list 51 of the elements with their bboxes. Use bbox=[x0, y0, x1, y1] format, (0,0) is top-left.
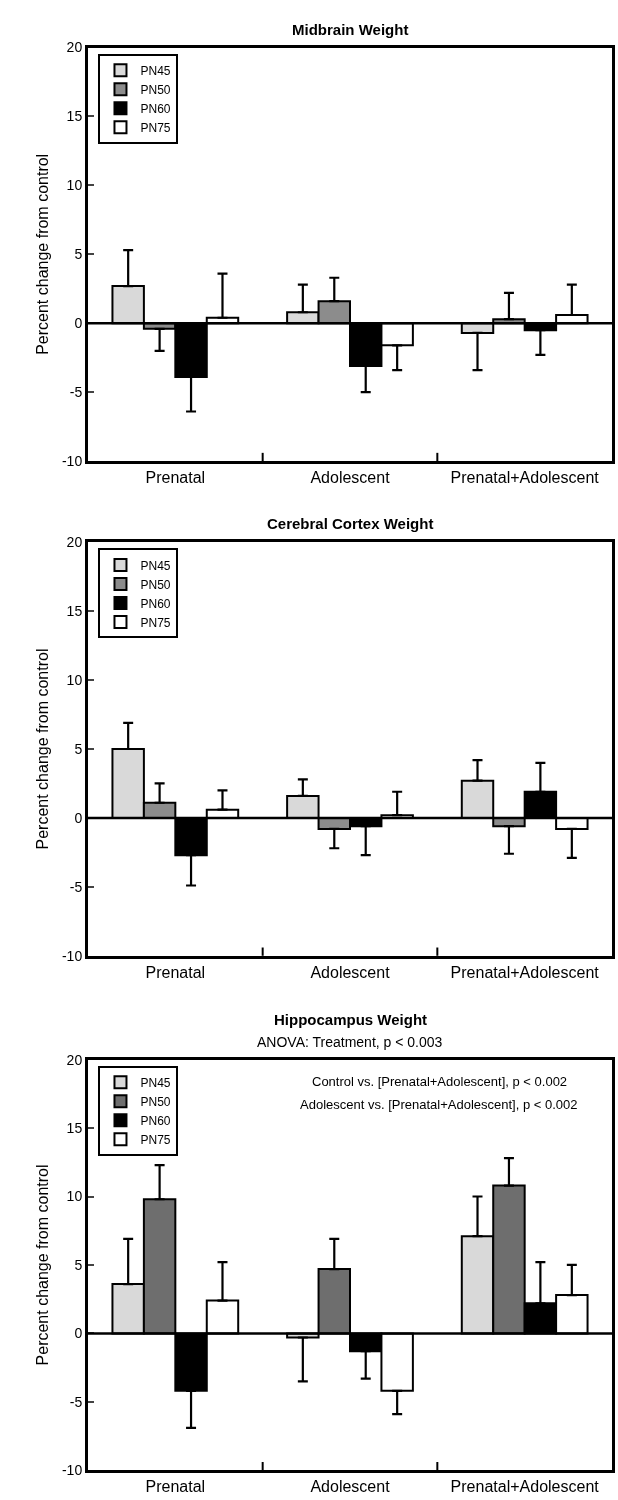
x-tick-label: Prenatal+Adolescent bbox=[450, 963, 600, 981]
y-tick-label: -10 bbox=[61, 947, 83, 964]
y-tick-label: -5 bbox=[69, 384, 83, 401]
x-tick-label: Prenatal bbox=[145, 1478, 206, 1496]
y-tick-label: 10 bbox=[66, 671, 83, 688]
y-tick-label: 0 bbox=[74, 809, 83, 826]
chart-title: Midbrain Weight bbox=[292, 21, 409, 38]
legend-label: PN60 bbox=[140, 596, 171, 611]
legend-label: PN75 bbox=[140, 1133, 171, 1147]
y-tick-label: 5 bbox=[74, 246, 83, 263]
legend-label: PN45 bbox=[140, 558, 171, 573]
y-tick-label: 20 bbox=[66, 39, 83, 56]
y-tick-label: 20 bbox=[66, 534, 83, 551]
legend-label: PN45 bbox=[140, 63, 171, 78]
chart-title: Cerebral Cortex Weight bbox=[267, 515, 434, 532]
legend-label: PN50 bbox=[140, 577, 171, 592]
y-axis-title: Percent change from control bbox=[33, 153, 51, 355]
legend-label: PN50 bbox=[140, 1095, 171, 1109]
y-tick-label: 5 bbox=[74, 1256, 83, 1273]
y-axis-title: Percent change from control bbox=[33, 648, 51, 850]
y-tick-label: -5 bbox=[69, 878, 83, 895]
chart-subtitle: ANOVA: Treatment, p < 0.003 bbox=[257, 1034, 443, 1050]
legend-label: PN75 bbox=[140, 120, 171, 135]
annotation: Control vs. [Prenatal+Adolescent], p < 0.002 bbox=[312, 1074, 568, 1089]
x-tick-label: Prenatal bbox=[145, 963, 206, 981]
y-tick-label: 0 bbox=[74, 1325, 83, 1342]
y-tick-label: 5 bbox=[74, 740, 83, 757]
y-tick-label: -10 bbox=[61, 453, 83, 470]
legend-label: PN60 bbox=[140, 101, 171, 116]
x-tick-label: Prenatal bbox=[145, 469, 206, 487]
x-tick-label: Prenatal+Adolescent bbox=[450, 1478, 600, 1496]
x-tick-label: Adolescent bbox=[310, 469, 391, 487]
annotation: Adolescent vs. [Prenatal+Adolescent], p < 0.002 bbox=[300, 1097, 578, 1112]
legend-label: PN50 bbox=[140, 82, 171, 97]
legend-label: PN45 bbox=[140, 1076, 171, 1090]
y-tick-label: 10 bbox=[66, 1188, 83, 1205]
y-tick-label: 10 bbox=[66, 177, 83, 194]
y-tick-label: 20 bbox=[66, 1051, 83, 1068]
x-tick-label: Adolescent bbox=[310, 1478, 391, 1496]
y-tick-label: -10 bbox=[61, 1462, 83, 1479]
y-tick-label: -5 bbox=[69, 1393, 83, 1410]
y-axis-title: Percent change from control bbox=[33, 1164, 51, 1366]
y-tick-label: 15 bbox=[66, 1119, 83, 1136]
y-tick-label: 0 bbox=[74, 315, 83, 332]
legend-label: PN75 bbox=[140, 615, 171, 630]
chart-title: Hippocampus Weight bbox=[274, 1011, 428, 1028]
y-tick-label: 15 bbox=[66, 603, 83, 620]
x-tick-label: Adolescent bbox=[310, 963, 391, 981]
y-tick-label: 15 bbox=[66, 108, 83, 125]
x-tick-label: Prenatal+Adolescent bbox=[450, 469, 600, 487]
legend-label: PN60 bbox=[140, 1114, 171, 1128]
